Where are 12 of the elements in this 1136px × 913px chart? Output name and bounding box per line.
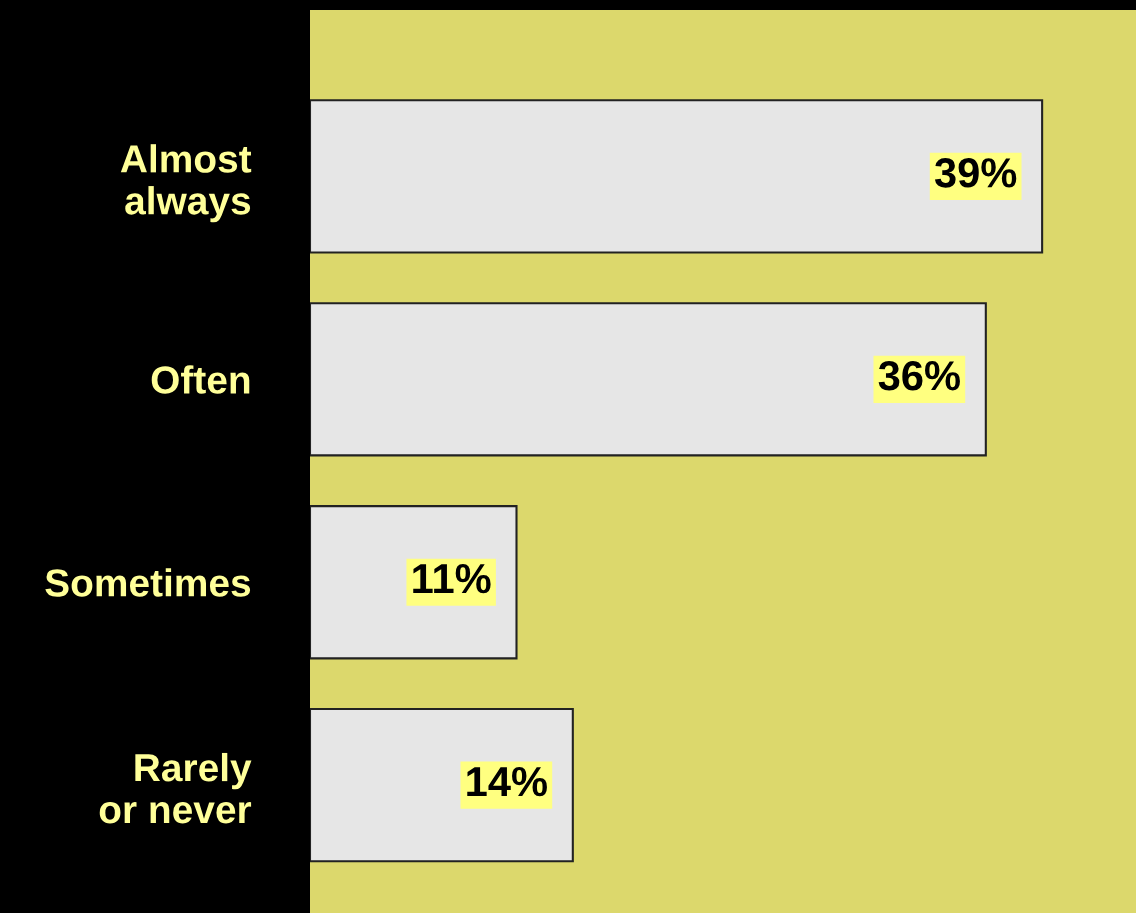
data-label: 36% xyxy=(878,361,960,391)
bar xyxy=(310,302,987,457)
data-label: 39% xyxy=(934,158,1017,188)
y-tick-label: Sometimes xyxy=(45,568,251,597)
bar xyxy=(310,708,574,863)
data-label: 11% xyxy=(413,564,491,594)
y-tick-label: Rarely or never xyxy=(99,752,252,824)
bar xyxy=(310,505,518,660)
y-tick-label: Often xyxy=(151,365,250,394)
y-tick-label: Almost always xyxy=(120,144,252,223)
bar xyxy=(310,99,1044,254)
data-label: 14% xyxy=(467,766,547,797)
